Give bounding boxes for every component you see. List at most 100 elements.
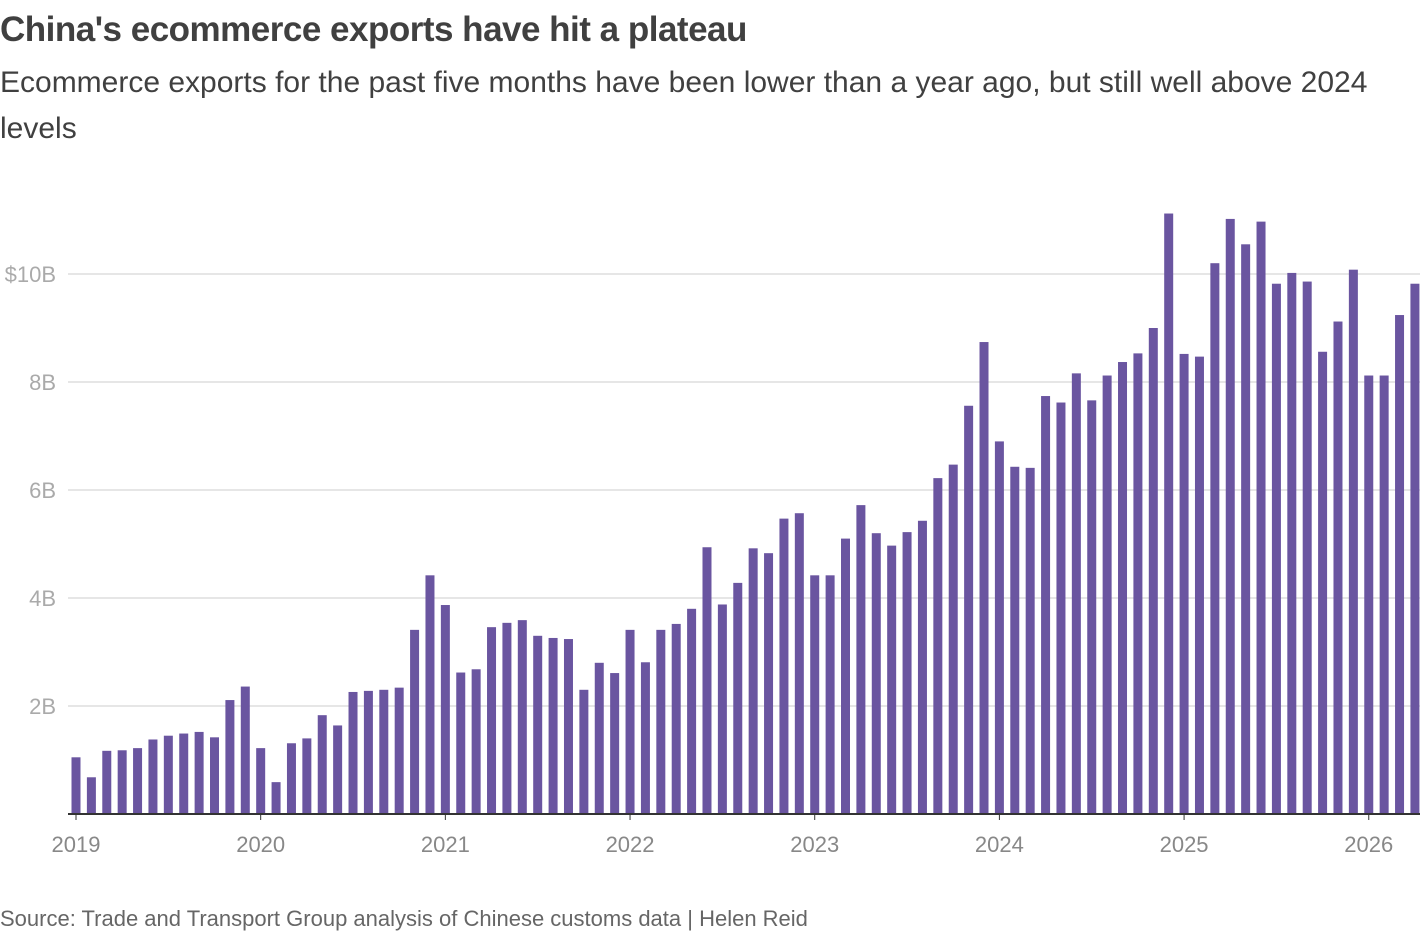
bar	[1410, 283, 1420, 815]
bar	[1241, 244, 1251, 815]
bar-chart: 2019 2020 2021 2022 2023 2024 2025 2026 2B 4B 6B 8…	[5, 213, 1420, 857]
bar	[1010, 466, 1020, 814]
bar	[502, 622, 512, 814]
bar	[456, 672, 466, 814]
bar	[902, 532, 912, 814]
bar	[1164, 213, 1174, 814]
source-note: Source: Trade and Transport Group analys…	[0, 906, 808, 931]
bar	[394, 687, 404, 814]
x-tick-label: 2019	[52, 832, 101, 857]
bar	[1302, 281, 1312, 814]
bar	[517, 620, 527, 814]
bar	[1025, 467, 1035, 814]
bar	[533, 635, 543, 814]
bar	[1271, 283, 1281, 815]
bar	[687, 608, 697, 814]
bar	[1056, 402, 1066, 814]
bar	[948, 464, 958, 814]
bar	[1179, 353, 1189, 814]
bar	[563, 639, 573, 814]
bar	[964, 405, 974, 814]
bar	[1087, 400, 1097, 814]
bar	[286, 743, 296, 814]
bar	[1041, 396, 1051, 814]
bar	[487, 627, 497, 814]
bar	[240, 686, 250, 814]
bar	[425, 575, 435, 814]
bar	[71, 757, 81, 814]
bar	[856, 505, 866, 814]
bar	[1194, 356, 1204, 814]
bar	[133, 748, 143, 814]
bar	[733, 582, 743, 814]
bar	[917, 520, 927, 814]
x-tick-label: 2025	[1160, 832, 1209, 857]
bar	[348, 691, 358, 814]
x-tick-label: 2022	[606, 832, 655, 857]
bar	[779, 518, 789, 814]
x-tick-label: 2023	[790, 832, 839, 857]
bar	[363, 690, 373, 814]
bar	[86, 777, 96, 814]
x-tick-label: 2020	[236, 832, 285, 857]
bar	[764, 553, 774, 814]
bar	[148, 739, 158, 814]
bar	[610, 673, 620, 814]
bar	[794, 513, 804, 814]
bar	[748, 548, 758, 814]
bar	[102, 750, 112, 814]
bar	[579, 689, 589, 814]
bar	[179, 733, 189, 814]
bar	[810, 575, 820, 814]
bar	[979, 342, 989, 814]
bar	[1379, 375, 1389, 814]
bar	[440, 605, 450, 814]
bar	[333, 725, 343, 814]
y-tick-label: 6B	[29, 478, 56, 503]
x-axis: 2019 2020 2021 2022 2023 2024 2025 2026	[52, 813, 1420, 857]
chart-subtitle: Ecommerce exports for the past five mont…	[0, 66, 1368, 145]
bar	[163, 735, 173, 814]
bar	[1395, 315, 1405, 814]
bars	[71, 213, 1420, 815]
bar	[210, 737, 220, 814]
chart-title: China's ecommerce exports have hit a pla…	[0, 10, 747, 49]
bar	[256, 748, 266, 814]
bar	[640, 662, 650, 814]
bar	[379, 689, 389, 814]
x-tick-label: 2021	[421, 832, 470, 857]
bar	[1333, 321, 1343, 814]
bar	[1102, 375, 1112, 814]
bar	[656, 629, 666, 814]
y-axis-labels: 2B 4B 6B 8B $10B	[5, 262, 56, 719]
gridlines	[68, 273, 1420, 707]
bar	[471, 669, 481, 814]
x-tick-label: 2026	[1344, 832, 1393, 857]
bar	[302, 738, 312, 814]
bar	[410, 629, 420, 814]
bar	[1148, 328, 1158, 814]
bar	[1348, 269, 1358, 814]
bar	[117, 750, 127, 814]
bar	[1225, 218, 1235, 815]
bar	[702, 547, 712, 814]
bar	[717, 604, 727, 814]
y-tick-label: $10B	[5, 262, 56, 287]
bar	[1118, 362, 1128, 814]
bar	[271, 782, 281, 814]
bar	[1287, 272, 1297, 814]
bar	[1364, 375, 1374, 814]
bar	[1256, 221, 1266, 814]
bar	[625, 629, 635, 814]
y-tick-label: 2B	[29, 694, 56, 719]
bar	[1318, 351, 1328, 814]
bar	[841, 538, 850, 814]
y-tick-label: 4B	[29, 586, 56, 611]
x-tick-label: 2024	[975, 832, 1024, 857]
bar	[671, 623, 681, 814]
bar	[594, 662, 604, 814]
bar	[887, 545, 897, 814]
bar	[194, 731, 204, 814]
bar	[225, 700, 235, 814]
y-tick-label: 8B	[29, 370, 56, 395]
